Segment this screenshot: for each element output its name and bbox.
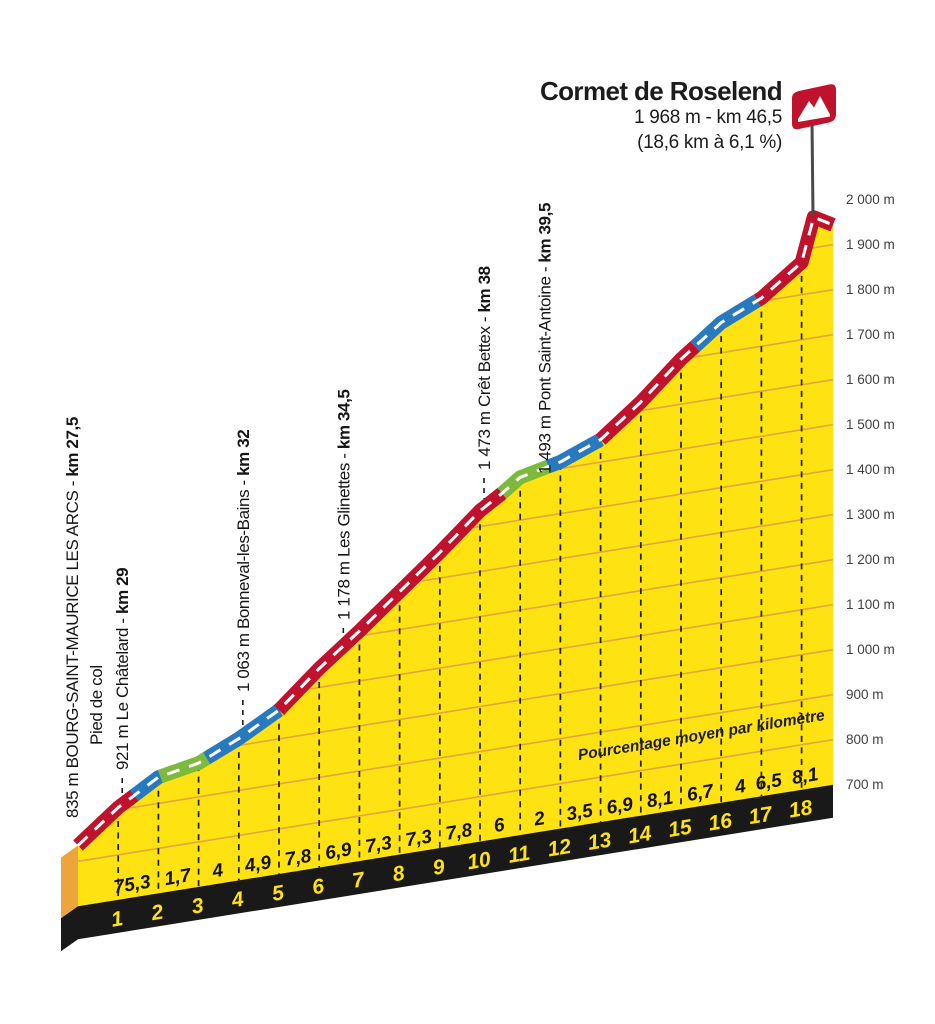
km-tick-label: 8 (391, 862, 407, 887)
elevation-tick-label: 1 400 m (846, 462, 895, 477)
km-tick-label: 4 (229, 888, 246, 913)
gradient-label: 4 (733, 776, 748, 799)
km-tick-label: 15 (667, 815, 694, 842)
gradient-label: 7,3 (404, 826, 434, 851)
waypoint-label: 1 473 m Crêt Bettex - km 38 (475, 266, 494, 470)
summit-elevation-km: 1 968 m - km 46,5 (633, 107, 782, 129)
km-tick-label: 9 (431, 855, 447, 880)
elevation-tick-label: 1 900 m (846, 237, 895, 252)
elevation-tick-label: 1 200 m (846, 552, 895, 567)
profile-area (78, 217, 833, 907)
waypoint-label: 1 178 m Les Glinettes - km 34,5 (334, 390, 353, 620)
km-tick-label: 18 (787, 796, 814, 823)
gradient-band (73, 210, 836, 851)
km-tick-label: 17 (747, 802, 775, 829)
summit-flag-pole (810, 121, 815, 216)
gradient-label: 8,1 (645, 787, 674, 812)
km-tick-label: 7 (351, 868, 368, 893)
km-axis-labels: 1 2 3 4 5 6 7 8 9 10 11 12 13 14 15 16 17 18 (110, 796, 815, 932)
elevation-tick-label: 1 800 m (846, 282, 895, 297)
gradient-band-segment-blue (130, 769, 166, 801)
gradient-label: 3,5 (565, 800, 595, 825)
gradient-label: 6,7 (685, 781, 716, 806)
gradient-label: 7,8 (283, 846, 313, 871)
elevation-tick-label: 900 m (846, 687, 884, 702)
summit-flag-icon (792, 84, 836, 130)
waypoint-label-line2: Pied de col (87, 665, 106, 745)
gradient-label: 6,9 (605, 794, 635, 819)
gradient-label: 6,9 (324, 839, 354, 864)
waypoint-labels: 835 m BOURG-SAINT-MAURICE LES ARCS - km … (63, 203, 554, 818)
gradient-label: 7,8 (444, 820, 474, 845)
elevation-gridline (78, 738, 833, 864)
summit-title-block: Cormet de Roselend 1 968 m - km 46,5 (18… (539, 76, 783, 155)
elevation-tick-label: 700 m (846, 777, 884, 792)
elevation-axis-labels: 700 m 800 m 900 m 1 000 m 1 100 m 1 200 m 1 30… (846, 192, 895, 792)
gradient-label: 6 (492, 815, 506, 838)
km-axis-band (78, 784, 833, 940)
climb-length-gradient: (18,6 km à 6,1 %) (637, 132, 782, 154)
elevation-tick-label: 1 500 m (846, 417, 895, 432)
waypoint-label: 1 493 m Pont Saint-Antoine - km 39,5 (535, 203, 554, 474)
km-tick-label: 2 (149, 901, 166, 926)
road-centerline (76, 215, 834, 847)
waypoint-label: 921 m Le Châtelard - km 29 (113, 568, 132, 770)
gradient-label: 8,1 (790, 764, 819, 789)
elevation-tick-label: 2 000 m (846, 192, 895, 207)
km-gridlines (117, 264, 803, 900)
climb-title: Cormet de Roselend (539, 76, 783, 106)
gradient-label: 4,9 (242, 852, 273, 877)
gradient-label: 4 (210, 860, 225, 883)
km-tick-label: 6 (311, 875, 327, 900)
gradient-label: 7,3 (364, 833, 394, 858)
mountain-peaks-icon (798, 96, 830, 122)
elevation-tick-label: 1 700 m (846, 327, 895, 342)
elevation-gridline (78, 693, 833, 819)
gradient-labels: 7 5,3 1,7 4 4,9 7,8 6,9 7,3 7,3 7,8 6 2 3,5 6,9 8,1 6,7… (112, 764, 820, 898)
km-tick-label: 1 (110, 907, 125, 932)
km-tick-label: 11 (507, 842, 532, 868)
gradient-label: 1,7 (163, 865, 194, 890)
gradient-label: 6,5 (754, 770, 784, 795)
km-tick-label: 10 (466, 848, 493, 875)
elevation-tick-label: 1 000 m (846, 642, 895, 657)
km-tick-label: 3 (190, 894, 206, 919)
elevation-tick-label: 1 600 m (846, 372, 895, 387)
summit-marker (792, 84, 836, 216)
base-side-face (61, 845, 78, 919)
base-side-face-dark (61, 906, 78, 952)
waypoint-label: 835 m BOURG-SAINT-MAURICE LES ARCS - km … (63, 417, 82, 818)
km-tick-label: 12 (546, 835, 573, 862)
elevation-tick-label: 1 300 m (846, 507, 895, 522)
waypoint-label: 1 063 m Bonneval-les-Bains - km 32 (234, 430, 253, 692)
gradient-label: 5,3 (123, 872, 153, 897)
elevation-tick-label: 1 100 m (846, 597, 895, 612)
km-tick-label: 13 (586, 828, 613, 855)
km-tick-label: 5 (270, 881, 286, 906)
km-tick-label: 16 (707, 809, 734, 836)
gradient-label: 2 (532, 808, 547, 831)
km-tick-label: 14 (626, 822, 653, 849)
elevation-tick-label: 800 m (846, 732, 884, 747)
